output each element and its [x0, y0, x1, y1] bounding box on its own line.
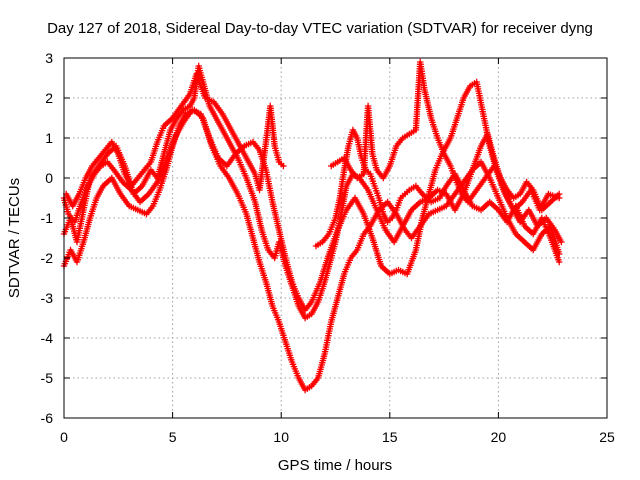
x-tick-label: 5 — [169, 429, 177, 445]
data-point — [556, 258, 563, 266]
chart-title: Day 127 of 2018, Sidereal Day-to-day VTE… — [47, 20, 593, 37]
data-series — [312, 126, 563, 266]
y-axis-label: SDTVAR / TECUs — [6, 178, 23, 298]
y-tick-label: 0 — [45, 170, 53, 186]
y-tick-label: 2 — [45, 90, 53, 106]
y-tick-label: -1 — [41, 210, 54, 226]
data-point — [558, 238, 565, 246]
data-series — [328, 58, 563, 214]
y-tick-label: -4 — [41, 330, 54, 346]
x-tick-label: 0 — [60, 429, 68, 445]
y-tick-label: 3 — [45, 50, 53, 66]
data-point — [280, 162, 287, 170]
x-axis-label: GPS time / hours — [278, 457, 392, 474]
x-tick-label: 25 — [599, 429, 615, 445]
y-tick-label: 1 — [45, 130, 53, 146]
data-series — [63, 70, 287, 210]
y-tick-label: -2 — [41, 250, 54, 266]
plot-frame — [63, 57, 608, 419]
tick-layer: 0 5 10 15 20 25 -6 -5 -4 -3 -2 -1 0 1 2 3 — [41, 50, 615, 445]
y-tick-label: -5 — [41, 370, 54, 386]
x-tick-label: 20 — [491, 429, 507, 445]
y-tick-label: -6 — [41, 410, 54, 426]
x-tick-label: 15 — [382, 429, 398, 445]
data-point — [556, 190, 563, 198]
x-tick-label: 10 — [273, 429, 289, 445]
series-layer — [60, 58, 565, 394]
y-tick-label: -3 — [41, 290, 54, 306]
